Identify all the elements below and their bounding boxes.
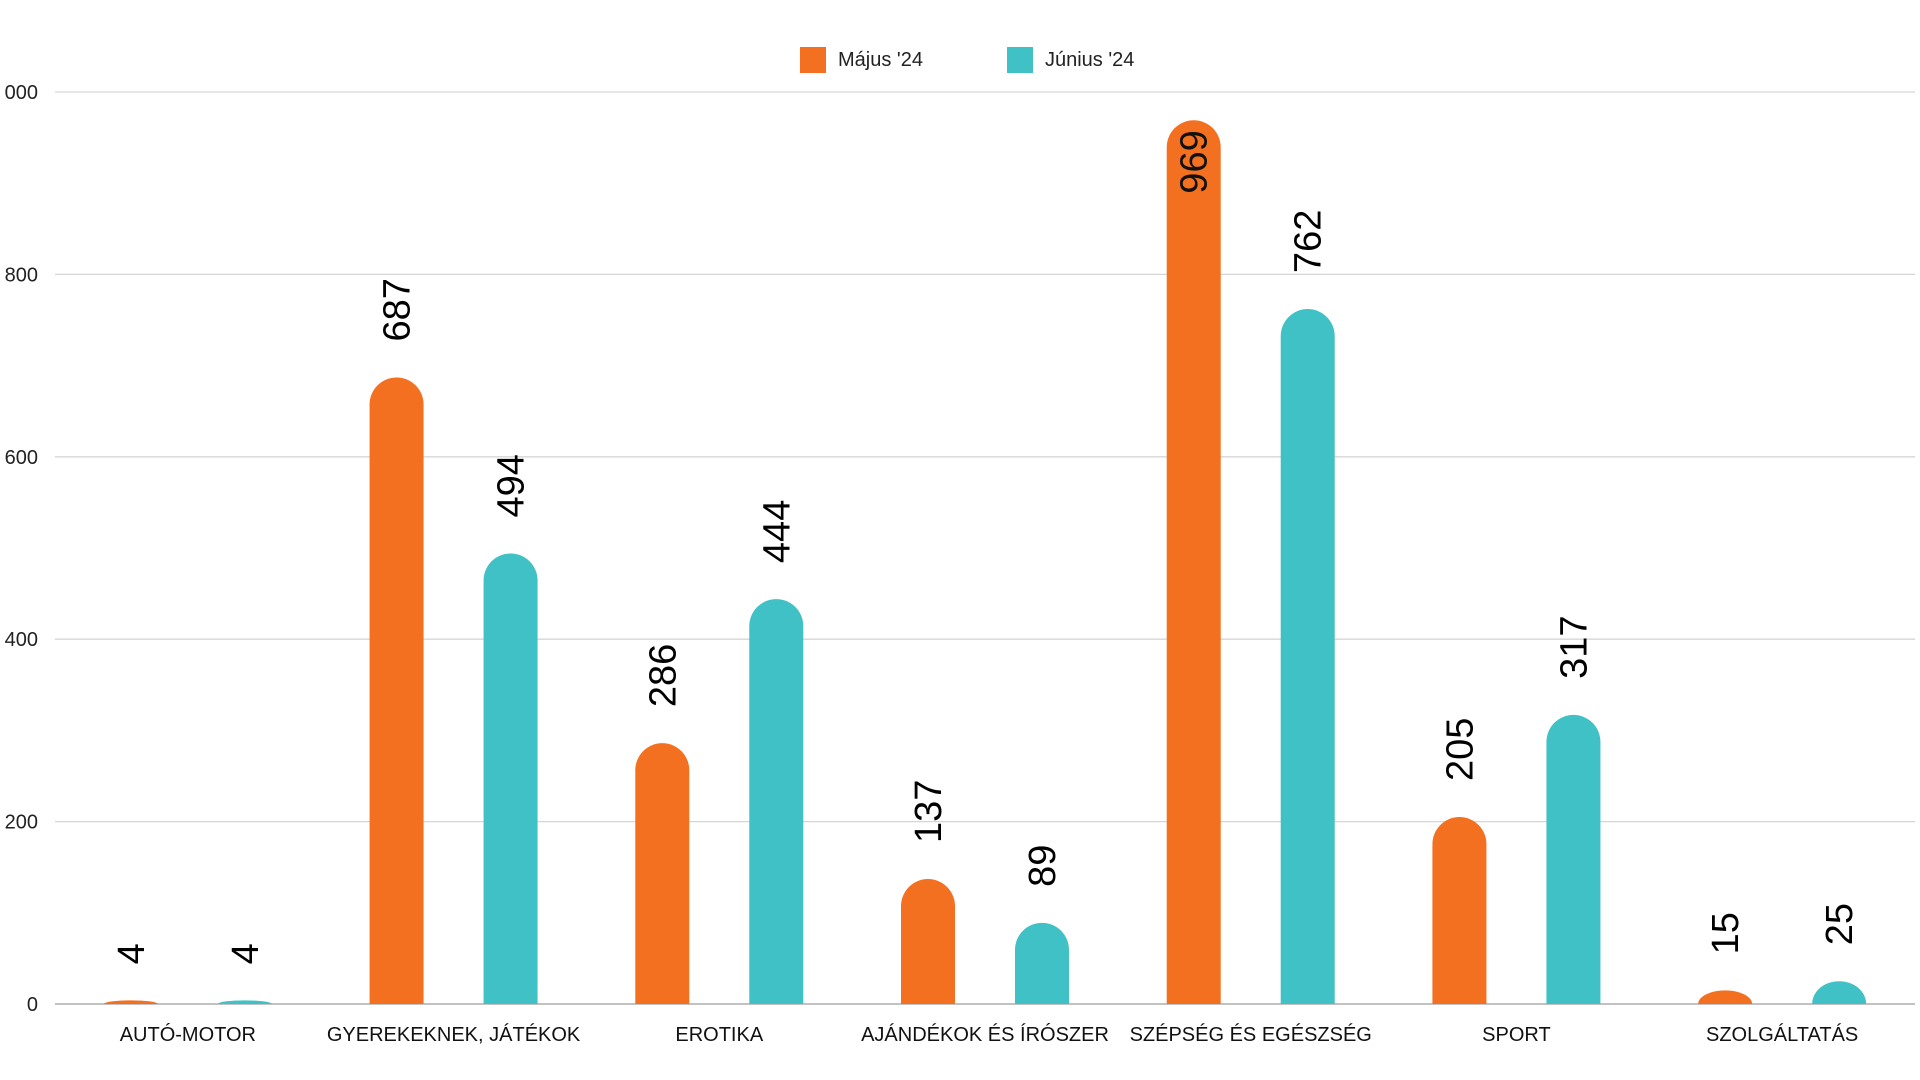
legend-swatch-may bbox=[800, 47, 826, 73]
bar-may bbox=[635, 743, 690, 1004]
data-label: 89 bbox=[1022, 845, 1064, 887]
data-label: 444 bbox=[756, 500, 798, 563]
y-tick-label: 600 bbox=[5, 447, 38, 469]
data-label: 317 bbox=[1553, 615, 1595, 678]
bar-june bbox=[1546, 714, 1601, 1004]
y-tick-label: 200 bbox=[5, 812, 38, 834]
bar-may bbox=[1166, 120, 1221, 1004]
bar-may bbox=[1432, 817, 1487, 1004]
x-tick-label: AJÁNDÉKOK ÉS ÍRÓSZER bbox=[861, 1023, 1109, 1046]
bar-june bbox=[1015, 922, 1069, 1004]
y-tick-label: 0 bbox=[27, 994, 38, 1016]
bar-may bbox=[103, 1000, 158, 1004]
data-label: 762 bbox=[1288, 210, 1330, 273]
data-label: 137 bbox=[908, 780, 950, 843]
bar-june bbox=[749, 599, 804, 1004]
bar-june bbox=[217, 1000, 272, 1004]
data-label: 969 bbox=[1174, 130, 1216, 193]
x-tick-label: AUTÓ-MOTOR bbox=[120, 1023, 256, 1046]
bar-may bbox=[369, 377, 424, 1004]
data-label: 687 bbox=[377, 278, 419, 341]
bar-may bbox=[901, 879, 955, 1004]
data-label: 494 bbox=[491, 454, 533, 517]
data-label: 286 bbox=[642, 644, 684, 707]
data-label: 15 bbox=[1705, 912, 1747, 954]
legend-label-may: Május '24 bbox=[838, 48, 923, 71]
legend-item-may[interactable]: Május '24 bbox=[800, 47, 923, 73]
data-label: 25 bbox=[1819, 903, 1861, 945]
y-tick-label: 400 bbox=[5, 629, 38, 651]
bar-june bbox=[1812, 981, 1867, 1004]
bar-june bbox=[483, 553, 538, 1004]
data-label: 4 bbox=[225, 943, 267, 964]
legend-item-june[interactable]: Június '24 bbox=[1006, 47, 1135, 73]
x-tick-label: SZOLGÁLTATÁS bbox=[1706, 1023, 1858, 1046]
x-tick-label: SPORT bbox=[1482, 1024, 1551, 1046]
x-tick-label: GYEREKEKNEK, JÁTÉKOK bbox=[327, 1023, 581, 1046]
legend-swatch-june bbox=[1006, 47, 1033, 73]
legend: Május '24 Június '24 bbox=[800, 47, 1218, 73]
y-tick-label: 000 bbox=[5, 82, 38, 104]
y-tick-label: 800 bbox=[5, 264, 38, 286]
bar-may bbox=[1698, 990, 1753, 1004]
legend-label-june: Június '24 bbox=[1044, 48, 1135, 71]
x-tick-label: SZÉPSÉG ÉS EGÉSZSÉG bbox=[1130, 1023, 1372, 1046]
bar-june bbox=[1280, 309, 1335, 1004]
data-label: 205 bbox=[1439, 718, 1481, 781]
data-label: 4 bbox=[111, 943, 153, 964]
x-tick-label: EROTIKA bbox=[675, 1024, 763, 1046]
